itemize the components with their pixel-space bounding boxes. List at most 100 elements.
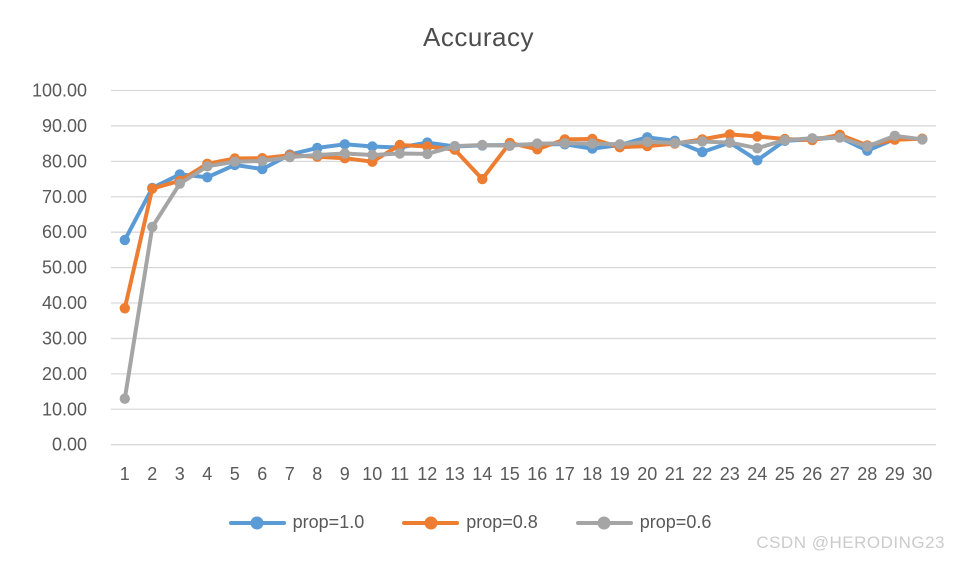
data-point-marker-prop=0.6 xyxy=(642,136,653,148)
data-point-marker-prop=0.6 xyxy=(752,143,763,154)
data-point-marker-prop=0.6 xyxy=(174,178,185,189)
x-axis-tick-label: 20 xyxy=(637,464,657,484)
x-axis-tick-label: 15 xyxy=(500,464,520,484)
data-point-marker-prop=0.6 xyxy=(807,133,818,144)
data-point-marker-prop=1.0 xyxy=(697,146,708,158)
x-axis-tick-label: 13 xyxy=(445,464,465,484)
data-point-marker-prop=0.6 xyxy=(202,161,213,172)
x-axis-tick-label: 19 xyxy=(610,464,630,484)
y-axis-tick-label: 30.00 xyxy=(42,328,87,348)
x-axis-tick-label: 24 xyxy=(747,464,767,484)
x-axis-tick-label: 18 xyxy=(582,464,602,484)
data-point-marker-prop=0.6 xyxy=(394,148,405,159)
data-point-marker-prop=0.6 xyxy=(504,140,515,151)
data-point-marker-prop=0.6 xyxy=(119,393,130,404)
x-axis-tick-label: 3 xyxy=(175,464,185,484)
data-point-marker-prop=0.6 xyxy=(697,136,708,147)
data-point-marker-prop=1.0 xyxy=(752,155,763,166)
x-axis-tick-label: 14 xyxy=(472,464,492,484)
y-axis-tick-label: 10.00 xyxy=(42,399,87,419)
legend-line-marker-prop-1.0 xyxy=(228,516,286,529)
data-point-marker-prop=0.6 xyxy=(889,130,900,141)
x-axis-tick-label: 8 xyxy=(312,464,322,484)
y-axis-tick-label: 40.00 xyxy=(42,293,87,313)
data-point-marker-prop=1.0 xyxy=(257,163,268,175)
data-point-marker-prop=1.0 xyxy=(202,172,213,183)
data-point-marker-prop=0.6 xyxy=(312,149,323,161)
legend-item-prop-0.8: prop=0.8 xyxy=(402,512,538,533)
data-point-marker-prop=0.6 xyxy=(834,132,845,143)
data-point-marker-prop=0.8 xyxy=(394,139,405,151)
x-axis-tick-label: 12 xyxy=(417,464,437,484)
x-axis-tick-label: 16 xyxy=(527,464,547,484)
data-point-marker-prop=0.6 xyxy=(532,138,543,149)
series-line-prop=1.0 xyxy=(122,135,925,242)
x-axis-tick-label: 27 xyxy=(830,464,850,484)
data-point-marker-prop=0.6 xyxy=(229,156,240,167)
x-axis-tick-label: 5 xyxy=(230,464,240,484)
x-axis-tick-label: 22 xyxy=(692,464,712,484)
data-point-marker-prop=1.0 xyxy=(339,139,350,150)
data-point-marker-prop=0.8 xyxy=(724,129,735,140)
data-point-marker-prop=0.6 xyxy=(147,221,158,233)
data-point-marker-prop=0.6 xyxy=(779,134,790,146)
y-axis-tick-label: 100.00 xyxy=(32,81,87,101)
x-axis-tick-label: 25 xyxy=(775,464,795,484)
x-axis-tick-label: 2 xyxy=(147,464,157,484)
data-point-marker-prop=0.6 xyxy=(284,151,295,163)
data-point-marker-prop=1.0 xyxy=(367,141,378,152)
legend-label: prop=0.8 xyxy=(466,512,538,532)
y-axis-tick-label: 80.00 xyxy=(42,151,87,171)
legend-item-prop-0.6: prop=0.6 xyxy=(575,512,712,533)
legend-dot-icon xyxy=(250,516,264,529)
y-axis-tick-label: 60.00 xyxy=(42,222,87,242)
data-point-marker-prop=0.6 xyxy=(367,149,378,161)
y-axis-tick-label: 90.00 xyxy=(42,116,87,136)
x-axis-tick-label: 17 xyxy=(555,464,575,484)
data-point-marker-prop=0.6 xyxy=(559,138,570,149)
legend-label: prop=1.0 xyxy=(292,512,365,532)
data-point-marker-prop=0.8 xyxy=(119,303,130,314)
x-axis-tick-label: 23 xyxy=(720,464,740,484)
legend-line-marker-prop-0.6 xyxy=(575,516,633,529)
data-point-marker-prop=0.8 xyxy=(477,173,488,185)
data-point-marker-prop=0.8 xyxy=(422,141,433,152)
legend-dot-icon xyxy=(424,516,438,529)
data-point-marker-prop=0.6 xyxy=(724,137,735,148)
legend-item-prop-1.0: prop=1.0 xyxy=(228,512,365,533)
x-axis-tick-label: 26 xyxy=(802,464,822,484)
x-axis-tick-label: 28 xyxy=(857,464,877,484)
data-point-marker-prop=1.0 xyxy=(119,234,130,246)
chart-title: Accuracy xyxy=(423,22,534,52)
legend: prop=1.0 prop=0.8 prop=0.6 xyxy=(0,512,940,533)
watermark: CSDN @HERODING23 xyxy=(756,533,945,552)
y-axis-tick-label: 70.00 xyxy=(42,187,87,207)
data-point-marker-prop=0.8 xyxy=(147,183,158,194)
data-point-marker-prop=0.6 xyxy=(614,139,625,150)
x-axis-tick-label: 11 xyxy=(390,464,409,484)
x-axis-tick-label: 21 xyxy=(665,464,685,484)
data-point-marker-prop=0.6 xyxy=(257,155,268,167)
data-point-marker-prop=0.6 xyxy=(422,148,433,160)
data-point-marker-prop=0.6 xyxy=(669,137,680,149)
data-point-marker-prop=0.6 xyxy=(339,148,350,159)
x-axis-tick-label: 29 xyxy=(885,464,905,484)
legend-line-marker-prop-0.8 xyxy=(402,516,460,529)
y-axis-tick-label: 20.00 xyxy=(42,364,87,384)
data-point-marker-prop=0.6 xyxy=(449,140,460,152)
x-axis-tick-label: 4 xyxy=(202,464,212,484)
x-axis-tick-label: 1 xyxy=(120,464,130,484)
data-point-marker-prop=0.6 xyxy=(862,141,873,152)
data-point-marker-prop=0.6 xyxy=(587,138,598,149)
x-axis-tick-label: 7 xyxy=(285,464,295,484)
data-point-marker-prop=0.8 xyxy=(752,131,763,142)
x-axis-tick-label: 9 xyxy=(340,464,350,484)
data-point-marker-prop=0.6 xyxy=(477,139,488,151)
data-point-marker-prop=0.6 xyxy=(917,134,928,145)
legend-dot-icon xyxy=(597,516,611,529)
y-axis-tick-label: 50.00 xyxy=(42,258,87,278)
legend-label: prop=0.6 xyxy=(639,512,712,532)
y-axis-tick-label: 0.00 xyxy=(52,435,87,455)
